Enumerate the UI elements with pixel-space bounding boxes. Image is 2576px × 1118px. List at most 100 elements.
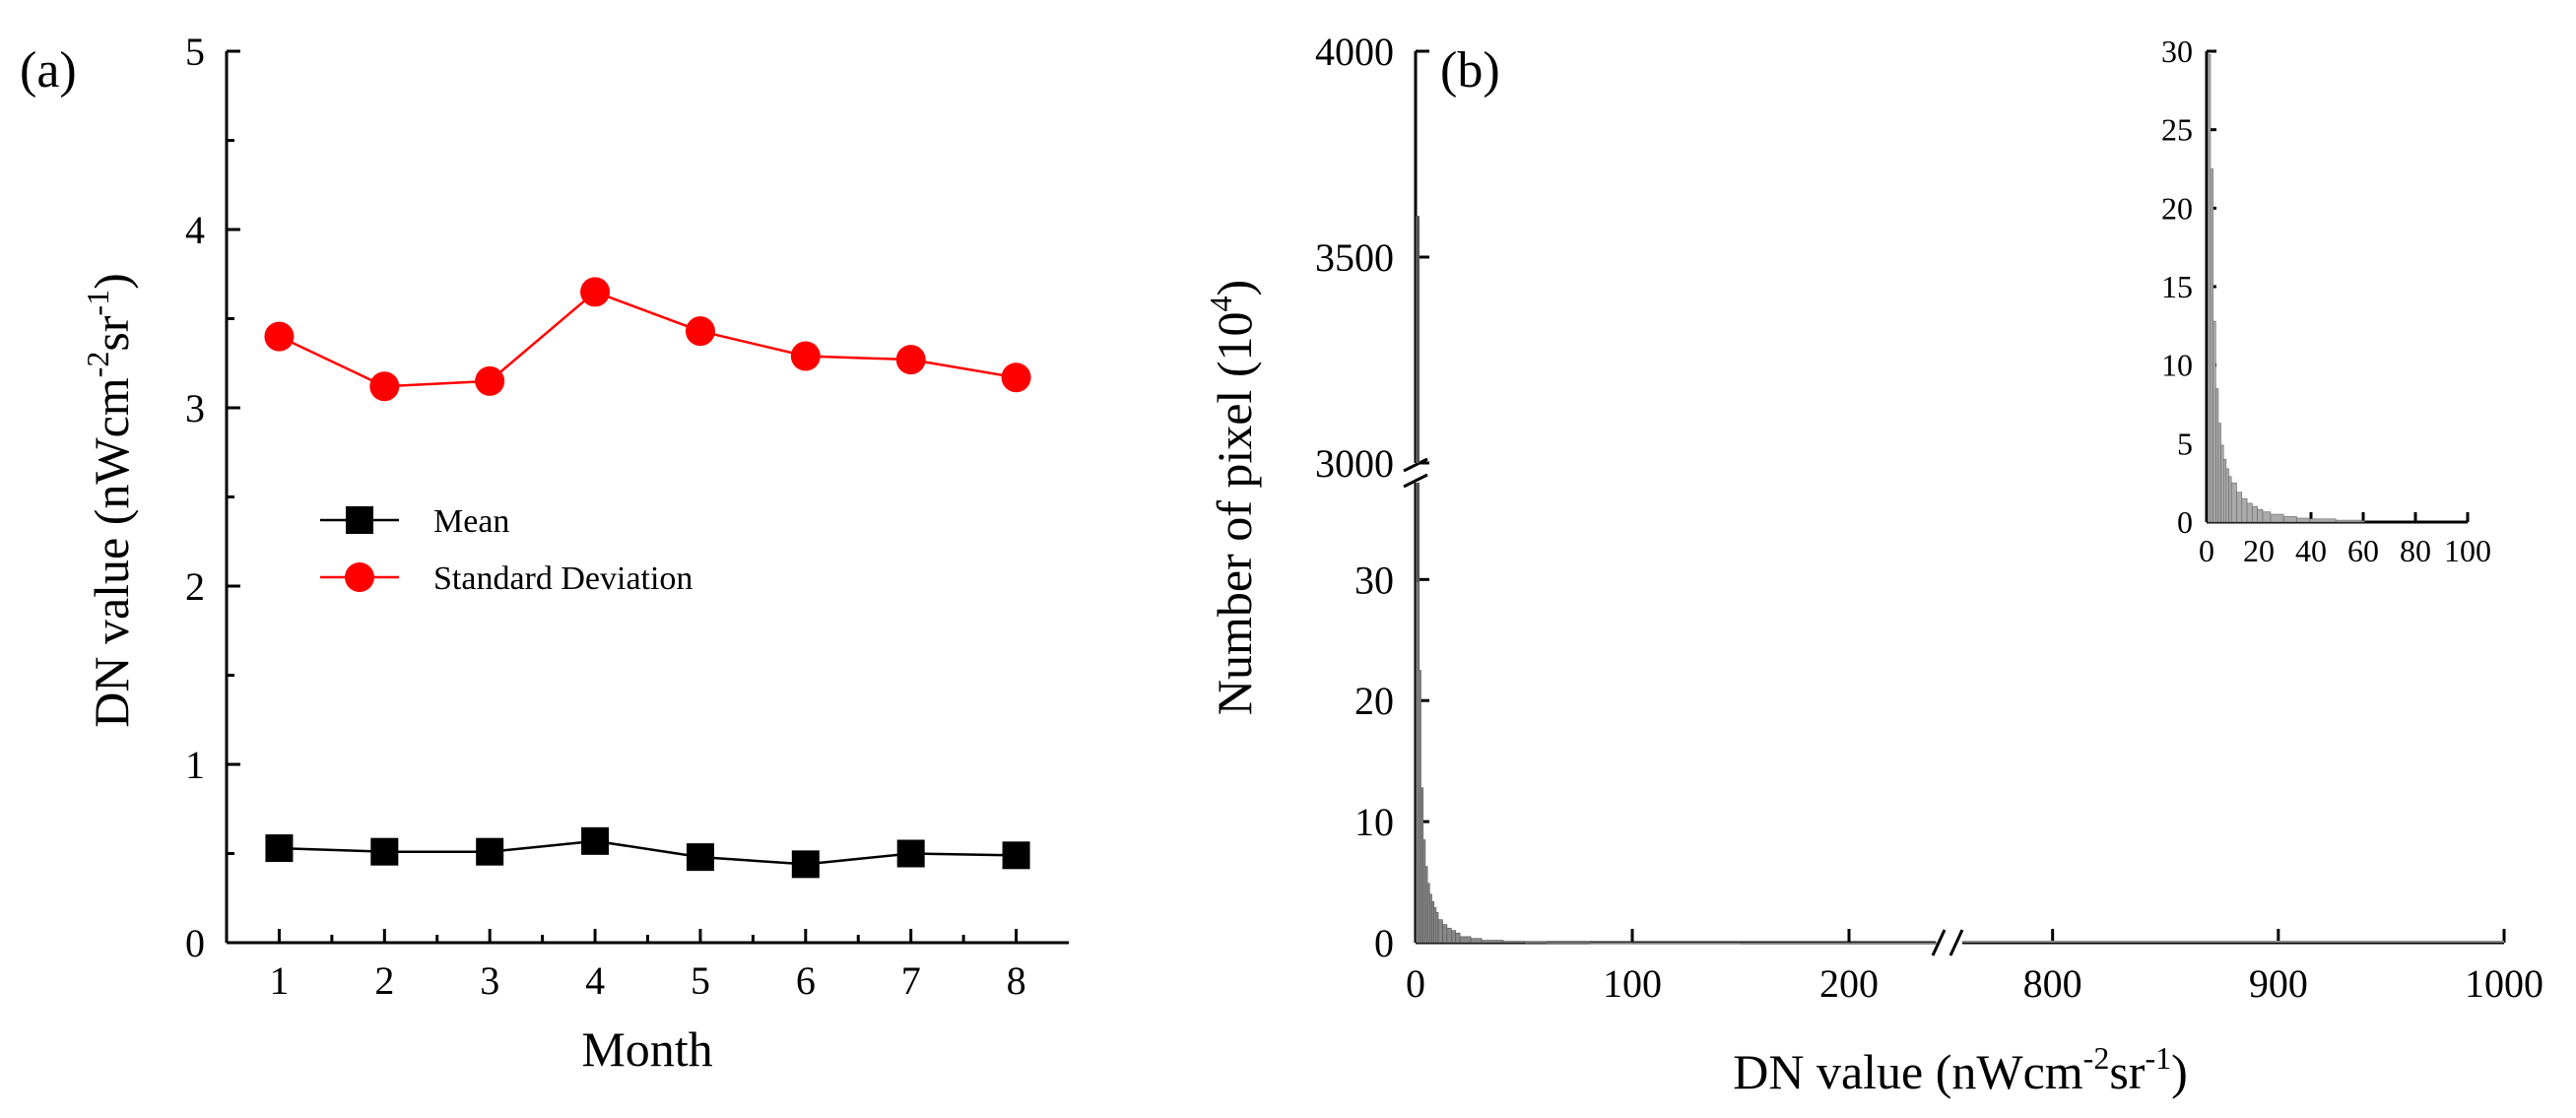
histogram-bar xyxy=(1442,924,1448,944)
panel-b-y-tick-label: 3000 xyxy=(1315,441,1394,486)
inset-bar xyxy=(2246,502,2253,523)
panel-a-y-axis-label: DN value (nWcm-2sr-1) xyxy=(80,273,139,728)
panel-b-y-tick-label: 10 xyxy=(1354,800,1394,844)
panel-a-x-tick-label: 4 xyxy=(585,958,605,1003)
y-break-mark-1 xyxy=(1403,457,1428,473)
histogram-bar xyxy=(1589,942,1634,945)
inset-y-tick-label: 20 xyxy=(2161,190,2193,226)
histogram-bar xyxy=(1446,927,1452,944)
panel-a-x-tick-label: 3 xyxy=(480,958,499,1003)
panel-a-x-tick-label: 2 xyxy=(374,958,394,1003)
x-break-mark-2 xyxy=(1949,929,1964,956)
std-point xyxy=(369,371,400,402)
inset-y-tick-label: 30 xyxy=(2161,33,2193,69)
inset-bar xyxy=(2228,476,2232,523)
panel-a-y-ticks: 0 1 2 3 4 5 xyxy=(185,30,240,965)
histogram-bar xyxy=(1481,940,1504,944)
std-point xyxy=(580,277,611,307)
mean-point xyxy=(686,843,714,872)
inset-bar xyxy=(2230,482,2237,523)
histogram-bar xyxy=(1422,839,1426,944)
inset-x-tick-label: 0 xyxy=(2199,533,2214,568)
histogram-bar xyxy=(1416,581,1420,944)
inset-bar xyxy=(2217,423,2221,523)
inset-bar xyxy=(2214,388,2219,523)
std-point xyxy=(264,321,295,352)
histogram-bar xyxy=(1849,942,1938,945)
histogram-tail xyxy=(1962,941,2504,943)
inset-bar xyxy=(2296,517,2310,523)
histogram-bar xyxy=(1470,938,1483,944)
panel-b-y-ticks: 0 10 20 30 3000 3500 4000 xyxy=(1315,30,1429,965)
panel-a-y-tick-label: 4 xyxy=(185,208,205,252)
histogram-bar xyxy=(1435,911,1439,944)
panel-a-x-ticks: 1 2 3 4 5 6 7 8 xyxy=(269,929,1026,1003)
std-point xyxy=(475,365,505,396)
panel-a-y-tick-label: 3 xyxy=(185,386,205,430)
histogram-bar xyxy=(1741,942,1851,945)
legend-mean-label: Mean xyxy=(433,503,509,540)
histogram-bar xyxy=(1424,866,1428,944)
inset-bar xyxy=(2282,516,2297,523)
histogram-bar xyxy=(1433,907,1437,944)
histogram-bar xyxy=(1426,883,1430,944)
panel-b-bars xyxy=(1416,216,2504,945)
inset-y-tick-label: 15 xyxy=(2161,269,2193,304)
panel-b-x-ticks: 0 100 200 800 900 1000 xyxy=(1406,929,2543,1006)
panel-b-y-tick-label: 0 xyxy=(1374,921,1394,965)
inset-histogram: 0 5 10 15 20 25 30 0 20 40 60 80 100 xyxy=(2161,33,2491,568)
histogram-bar xyxy=(1524,941,1548,944)
histogram-bar xyxy=(1420,787,1424,944)
panel-b-y-axis-label: Number of pixel (104) xyxy=(1203,280,1262,715)
histogram-bar xyxy=(1437,919,1443,944)
inset-x-tick-label: 20 xyxy=(2243,533,2275,568)
std-point xyxy=(1001,362,1031,393)
inset-bar xyxy=(2270,513,2284,523)
inset-bars xyxy=(2208,53,2365,523)
panel-a-label: (a) xyxy=(20,42,77,99)
mean-point xyxy=(1002,841,1030,870)
panel-a-x-tick-label: 8 xyxy=(1007,958,1026,1003)
panel-a-x-tick-label: 5 xyxy=(691,958,710,1003)
legend-std-label: Standard Deviation xyxy=(433,560,693,597)
panel-a-x-tick-label: 6 xyxy=(796,958,816,1003)
panel-b-x-tick-label: 0 xyxy=(1406,961,1425,1006)
histogram-bar xyxy=(1502,941,1526,944)
legend-mean-marker xyxy=(346,506,373,534)
panel-a-series xyxy=(264,277,1031,879)
std-point xyxy=(685,316,715,347)
inset-ticks: 0 5 10 15 20 25 30 0 20 40 60 80 100 xyxy=(2161,33,2491,568)
inset-y-tick-label: 0 xyxy=(2177,504,2193,540)
series-mean-line xyxy=(279,839,1017,866)
legend-std-marker xyxy=(345,562,374,592)
panel-b-x-tick-label: 900 xyxy=(2249,961,2308,1006)
histogram-bar xyxy=(1632,942,1743,945)
inset-bar xyxy=(2309,518,2337,523)
histogram-bar xyxy=(1546,942,1591,945)
panel-b-x-tick-label: 800 xyxy=(2023,961,2082,1006)
histogram-bar xyxy=(1429,893,1432,944)
panel-a-y-tick-label: 2 xyxy=(185,564,205,609)
panel-a-line-chart: (a) 0 1 2 3 4 5 1 2 3 4 5 6 7 8 DN value (nWcm-2sr-1… xyxy=(20,30,1069,1077)
inset-x-tick-label: 60 xyxy=(2347,533,2379,568)
inset-bar xyxy=(2222,458,2227,523)
std-point xyxy=(790,341,821,371)
panel-b-y-tick-label: 20 xyxy=(1354,679,1394,723)
panel-b-x-tick-label: 1000 xyxy=(2465,961,2543,1006)
panel-a-y-tick-label: 5 xyxy=(185,30,205,74)
inset-x-tick-label: 80 xyxy=(2400,533,2431,568)
panel-a-x-tick-label: 7 xyxy=(901,958,921,1003)
histogram-bar xyxy=(1431,900,1435,944)
y-break-mark-2 xyxy=(1403,473,1428,489)
inset-bar xyxy=(2225,468,2229,523)
inset-y-tick-label: 5 xyxy=(2177,426,2193,461)
inset-y-tick-label: 10 xyxy=(2161,348,2193,383)
std-point xyxy=(895,345,926,375)
panel-b-y-tick-label: 4000 xyxy=(1315,30,1394,74)
inset-bar xyxy=(2241,497,2248,523)
inset-x-tick-label: 100 xyxy=(2444,533,2491,568)
mean-point xyxy=(896,839,925,868)
histogram-bar xyxy=(1451,930,1457,944)
